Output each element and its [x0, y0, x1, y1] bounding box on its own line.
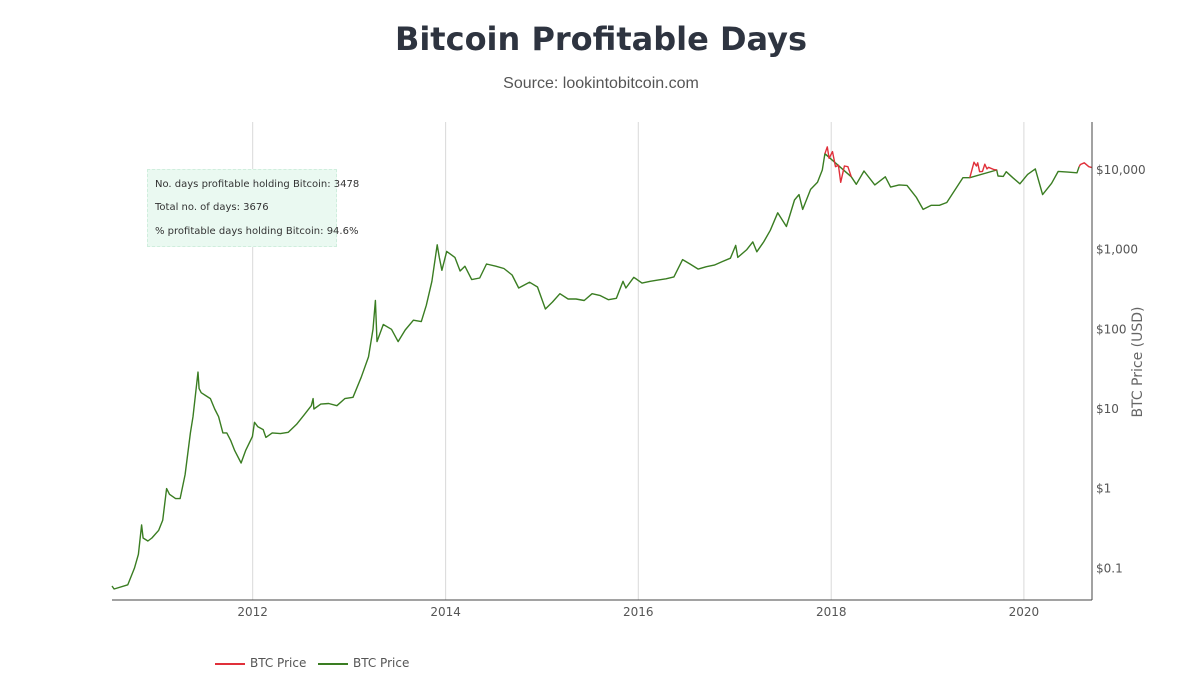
stat-profitable-percent: % profitable days holding Bitcoin: 94.6%: [155, 226, 359, 237]
x-tick-label-2014: 2014: [430, 605, 461, 619]
stats-annotation: No. days profitable holding Bitcoin: 347…: [147, 169, 359, 247]
series-lines: [111, 146, 1093, 590]
y-tick-label-1: $1: [1096, 482, 1111, 496]
y-axis-title: BTC Price (USD): [1130, 306, 1146, 417]
legend-item-red[interactable]: BTC Price: [215, 655, 315, 673]
y-tick-label-1000: $1,000: [1096, 243, 1138, 257]
x-tick-labels: 2012 2014 2016 2018 2020: [237, 605, 1039, 619]
stat-profitable-days: No. days profitable holding Bitcoin: 347…: [155, 179, 360, 190]
x-tick-label-2012: 2012: [237, 605, 268, 619]
x-tick-label-2020: 2020: [1009, 605, 1040, 619]
series-line-green: [111, 153, 1080, 590]
y-tick-label-10: $10: [1096, 402, 1119, 416]
y-tick-label-100: $100: [1096, 322, 1127, 336]
x-gridlines: [252, 122, 1025, 600]
chart-subtitle: Source: lookintobitcoin.com: [503, 75, 699, 92]
legend-item-green[interactable]: BTC Price: [318, 655, 418, 673]
y-tick-label-10000: $10,000: [1096, 163, 1146, 177]
legend-label-red: BTC Price: [250, 656, 307, 670]
series-line-red: [824, 146, 1093, 183]
y-tick-labels: $0.1 $1 $10 $100 $1,000 $10,000: [1096, 163, 1146, 575]
legend-label-green: BTC Price: [353, 656, 410, 670]
y-tick-label-0_1: $0.1: [1096, 561, 1123, 575]
stat-total-days: Total no. of days: 3676: [155, 202, 269, 213]
x-tick-label-2018: 2018: [816, 605, 847, 619]
axes: [112, 122, 1093, 601]
x-tick-label-2016: 2016: [623, 605, 654, 619]
chart-title: Bitcoin Profitable Days: [394, 20, 808, 58]
legend-swatch-green: [318, 663, 348, 665]
legend-swatch-red: [215, 663, 245, 665]
